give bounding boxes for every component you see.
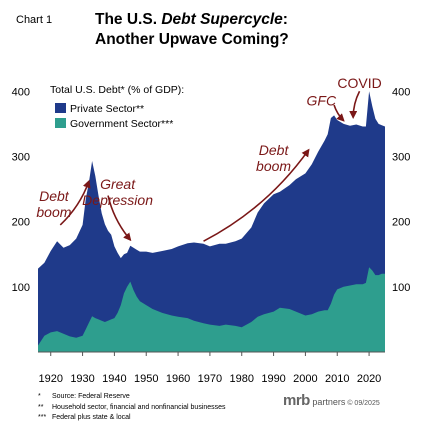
title-line-2: Another Upwave Coming?: [95, 31, 289, 48]
y-left-tick-label-400: 400: [12, 86, 30, 98]
annotation-arrow-3: [333, 104, 345, 122]
footnote-government: *** Federal plus state & local: [38, 414, 131, 421]
x-tick-label-1940: 1940: [102, 373, 126, 385]
annotation-label-1: Great Depression: [82, 176, 153, 208]
x-tick-label-1980: 1980: [230, 373, 254, 385]
page-title: The U.S. Debt Supercycle: Another Upwave…: [95, 10, 289, 50]
annotation-arrow-0: [59, 179, 91, 226]
y-right-tick-label-100: 100: [392, 282, 410, 294]
x-tick-label-1930: 1930: [70, 373, 94, 385]
annotation-line: Debt: [39, 188, 70, 204]
footnotes: * Source: Federal Reserve ** Household sec…: [38, 392, 226, 424]
legend-swatch-0: [55, 103, 66, 113]
title-pre: The U.S.: [95, 11, 162, 28]
brand-logo: mrb: [283, 392, 310, 409]
annotation-arrow-1: [107, 195, 132, 242]
brand-copyright: © 09/2025: [345, 400, 380, 407]
area-private-sector: [38, 91, 385, 353]
annotation-line: COVID: [337, 75, 381, 91]
legend-title: Total U.S. Debt* (% of GDP):: [50, 84, 184, 96]
x-tick-label-1960: 1960: [166, 373, 190, 385]
annotation-line: boom: [36, 204, 71, 220]
annotation-line: GFC: [307, 93, 337, 109]
y-left-tick-label-100: 100: [12, 282, 30, 294]
annotation-line: Debt: [259, 142, 290, 158]
annotation-line: boom: [256, 158, 291, 174]
x-tick-label-1990: 1990: [261, 373, 285, 385]
x-tick-label-1950: 1950: [134, 373, 158, 385]
x-tick-label-2000: 2000: [293, 373, 317, 385]
x-tick-label-2020: 2020: [357, 373, 381, 385]
title-line-1: The U.S. Debt Supercycle:: [95, 10, 289, 30]
footnote-private: ** Household sector, financial and nonfin…: [38, 403, 226, 411]
title-emphasis: Debt Supercycle: [161, 11, 283, 28]
y-right-tick-label-400: 400: [392, 86, 410, 98]
annotation-line: Depression: [82, 192, 153, 208]
annotation-label-2: Debt boom: [256, 142, 291, 174]
brand: mrb partners © 09/2025: [283, 392, 380, 410]
legend-label-1: Government Sector***: [70, 118, 173, 130]
x-tick-label-1970: 1970: [198, 373, 222, 385]
y-left-tick-label-300: 300: [12, 151, 30, 163]
annotation-line: Great: [100, 176, 136, 192]
legend-label-0: Private Sector**: [70, 103, 144, 115]
chart-number: Chart 1: [16, 14, 53, 26]
x-tick-label-2010: 2010: [325, 373, 349, 385]
brand-name: partners: [309, 397, 346, 407]
annotation-arrow-4: [349, 90, 361, 119]
y-left-tick-label-200: 200: [12, 217, 30, 229]
legend-swatch-1: [55, 118, 66, 128]
y-right-tick-label-300: 300: [392, 151, 410, 163]
annotation-arrow-2: [203, 148, 310, 242]
title-post: :: [282, 11, 288, 28]
annotation-label-4: COVID: [337, 75, 381, 91]
annotation-label-0: Debt boom: [36, 188, 71, 220]
annotation-label-3: GFC: [307, 93, 337, 109]
y-right-tick-label-200: 200: [392, 217, 410, 229]
footnote-source: * Source: Federal Reserve: [38, 393, 130, 400]
x-tick-label-1920: 1920: [38, 373, 62, 385]
area-government-sector: [38, 267, 385, 352]
